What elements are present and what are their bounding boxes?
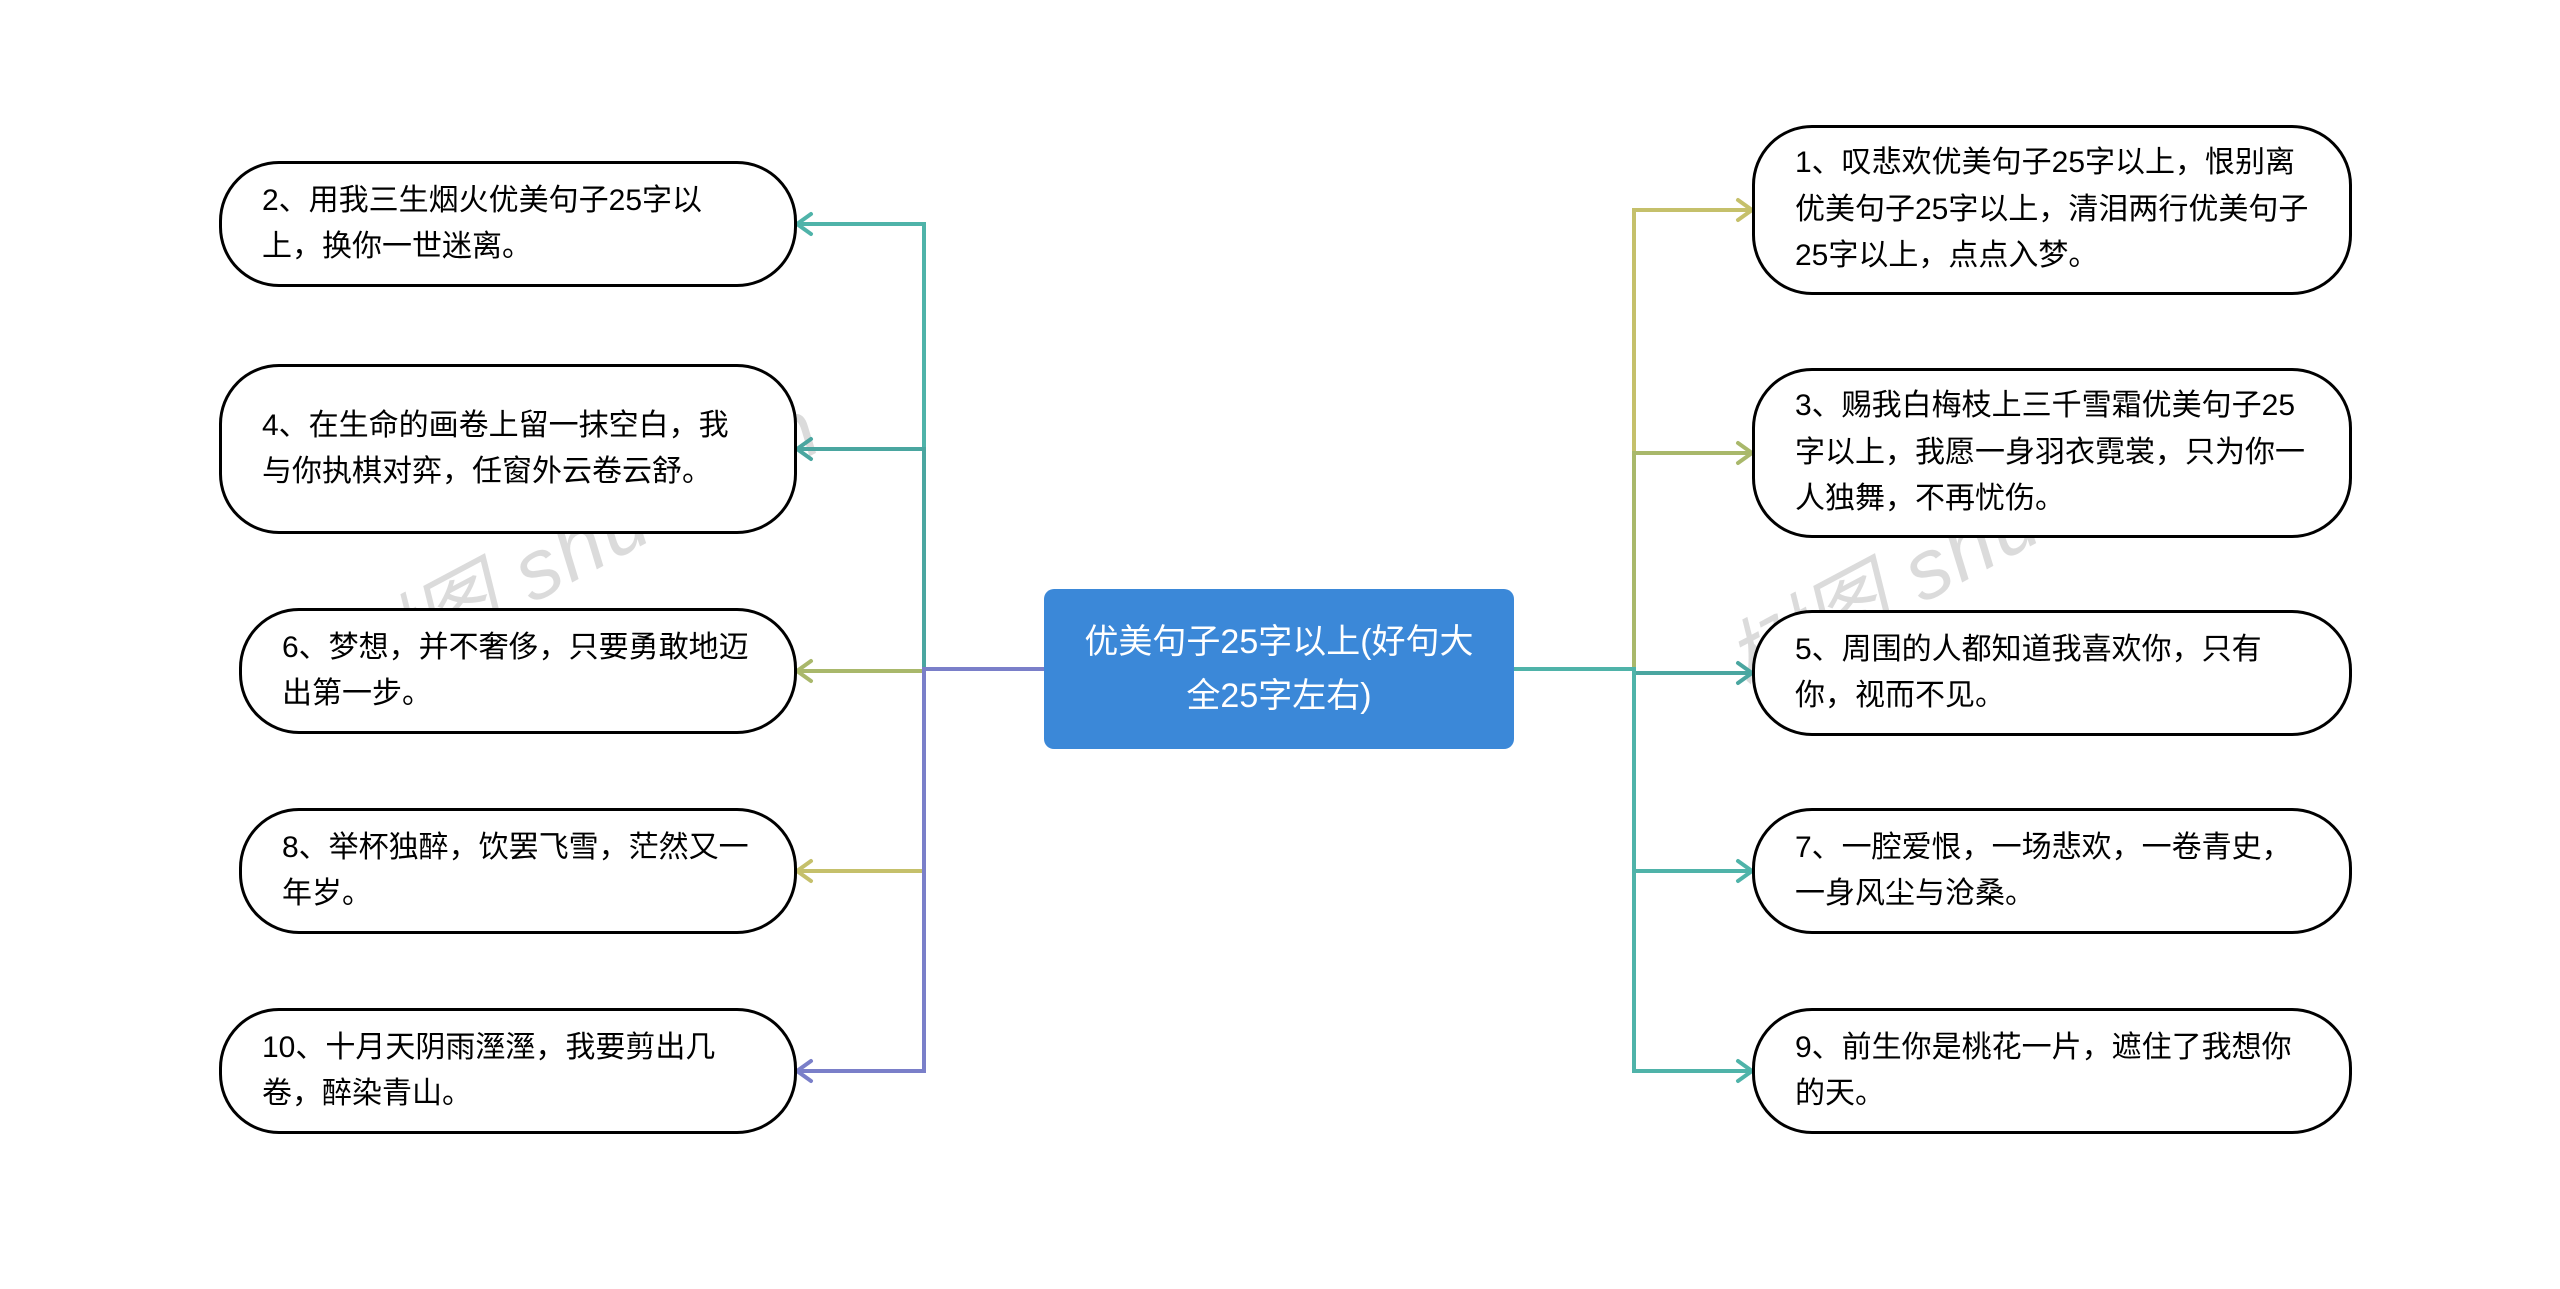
leaf-text: 4、在生命的画卷上留一抹空白，我与你执棋对弈，任窗外云卷云舒。 (262, 403, 754, 496)
leaf-text: 9、前生你是桃花一片，遮住了我想你的天。 (1795, 1025, 2309, 1118)
leaf-text: 1、叹悲欢优美句子25字以上，恨别离优美句子25字以上，清泪两行优美句子25字以… (1795, 140, 2309, 280)
leaf-text: 8、举杯独醉，饮罢飞雪，茫然又一年岁。 (282, 825, 754, 918)
leaf-text: 7、一腔爱恨，一场悲欢，一卷青史，一身风尘与沧桑。 (1795, 825, 2309, 918)
leaf-right-0: 1、叹悲欢优美句子25字以上，恨别离优美句子25字以上，清泪两行优美句子25字以… (1752, 125, 2352, 295)
leaf-right-1: 3、赐我白梅枝上三千雪霜优美句子25字以上，我愿一身羽衣霓裳，只为你一人独舞，不… (1752, 368, 2352, 538)
leaf-right-4: 9、前生你是桃花一片，遮住了我想你的天。 (1752, 1008, 2352, 1134)
leaf-left-3: 8、举杯独醉，饮罢飞雪，茫然又一年岁。 (239, 808, 797, 934)
leaf-left-1: 4、在生命的画卷上留一抹空白，我与你执棋对弈，任窗外云卷云舒。 (219, 364, 797, 534)
leaf-text: 5、周围的人都知道我喜欢你，只有你，视而不见。 (1795, 627, 2309, 720)
leaf-right-3: 7、一腔爱恨，一场悲欢，一卷青史，一身风尘与沧桑。 (1752, 808, 2352, 934)
leaf-right-2: 5、周围的人都知道我喜欢你，只有你，视而不见。 (1752, 610, 2352, 736)
leaf-text: 6、梦想，并不奢侈，只要勇敢地迈出第一步。 (282, 625, 754, 718)
center-node: 优美句子25字以上(好句大全25字左右) (1044, 589, 1514, 749)
leaf-text: 2、用我三生烟火优美句子25字以上，换你一世迷离。 (262, 178, 754, 271)
leaf-text: 10、十月天阴雨溼溼，我要剪出几卷，醉染青山。 (262, 1025, 754, 1118)
leaf-left-2: 6、梦想，并不奢侈，只要勇敢地迈出第一步。 (239, 608, 797, 734)
leaf-left-4: 10、十月天阴雨溼溼，我要剪出几卷，醉染青山。 (219, 1008, 797, 1134)
leaf-left-0: 2、用我三生烟火优美句子25字以上，换你一世迷离。 (219, 161, 797, 287)
leaf-text: 3、赐我白梅枝上三千雪霜优美句子25字以上，我愿一身羽衣霓裳，只为你一人独舞，不… (1795, 383, 2309, 523)
mindmap-canvas: { "type": "mindmap", "canvas": { "width"… (0, 0, 2560, 1289)
